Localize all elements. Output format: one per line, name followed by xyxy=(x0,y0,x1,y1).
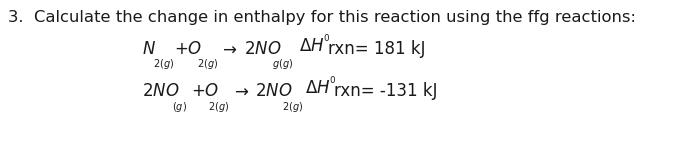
Text: $\rightarrow$: $\rightarrow$ xyxy=(231,82,249,100)
Text: $\rightarrow$: $\rightarrow$ xyxy=(219,40,238,58)
Text: $^{0}$: $^{0}$ xyxy=(323,34,330,47)
Text: rxn= -131 kJ: rxn= -131 kJ xyxy=(334,82,437,100)
Text: $_{2(g)}$: $_{2(g)}$ xyxy=(153,58,175,72)
Text: rxn= 181 kJ: rxn= 181 kJ xyxy=(328,40,426,58)
Text: $\Delta H$: $\Delta H$ xyxy=(305,79,331,97)
Text: $+O$: $+O$ xyxy=(191,82,219,100)
Text: $_{g(g)}$: $_{g(g)}$ xyxy=(272,58,293,72)
Text: $_{2(g)}$: $_{2(g)}$ xyxy=(197,58,218,72)
Text: $_{2(g)}$: $_{2(g)}$ xyxy=(282,101,304,115)
Text: $2NO$: $2NO$ xyxy=(244,40,281,58)
Text: $N$: $N$ xyxy=(142,40,156,58)
Text: $2NO$: $2NO$ xyxy=(142,82,179,100)
Text: $_{2(g)}$: $_{2(g)}$ xyxy=(208,101,230,115)
Text: $_{(g)}$: $_{(g)}$ xyxy=(172,101,187,115)
Text: $\Delta H$: $\Delta H$ xyxy=(299,37,325,55)
Text: $2NO$: $2NO$ xyxy=(255,82,293,100)
Text: 3.  Calculate the change in enthalpy for this reaction using the ffg reactions:: 3. Calculate the change in enthalpy for … xyxy=(8,10,636,25)
Text: $+ O$: $+ O$ xyxy=(174,40,202,58)
Text: $^{0}$: $^{0}$ xyxy=(329,76,336,89)
